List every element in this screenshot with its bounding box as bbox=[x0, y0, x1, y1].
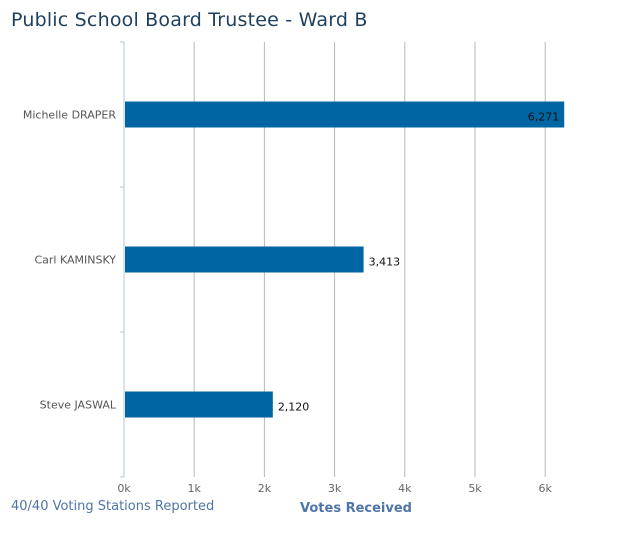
x-tick-label: 3k bbox=[328, 482, 342, 495]
x-tick-label: 2k bbox=[258, 482, 272, 495]
data-label: 2,120 bbox=[278, 401, 310, 414]
bar bbox=[125, 246, 364, 273]
x-tick-label: 0k bbox=[117, 482, 131, 495]
category-label: Steve JASWAL bbox=[40, 399, 117, 412]
data-label: 3,413 bbox=[369, 256, 401, 269]
category-axis bbox=[120, 41, 125, 478]
category-label: Michelle DRAPER bbox=[23, 109, 116, 122]
x-tick-label: 4k bbox=[398, 482, 412, 495]
x-axis-title: Votes Received bbox=[300, 501, 412, 516]
data-label: 6,271 bbox=[528, 111, 560, 124]
labels: 0k 1k 2k 3k 4k 5k 6k Michelle DRAPER 6,271 Carl K… bbox=[23, 109, 559, 496]
x-tick-label: 1k bbox=[188, 482, 202, 495]
bar bbox=[125, 101, 565, 128]
bars bbox=[125, 101, 565, 418]
category-label: Carl KAMINSKY bbox=[34, 254, 116, 267]
bar bbox=[125, 391, 273, 418]
x-tick-label: 6k bbox=[539, 482, 553, 495]
chart-title: Public School Board Trustee - Ward B bbox=[11, 9, 368, 31]
stations-reported-note: 40/40 Voting Stations Reported bbox=[11, 499, 215, 514]
x-tick-label: 5k bbox=[468, 482, 482, 495]
